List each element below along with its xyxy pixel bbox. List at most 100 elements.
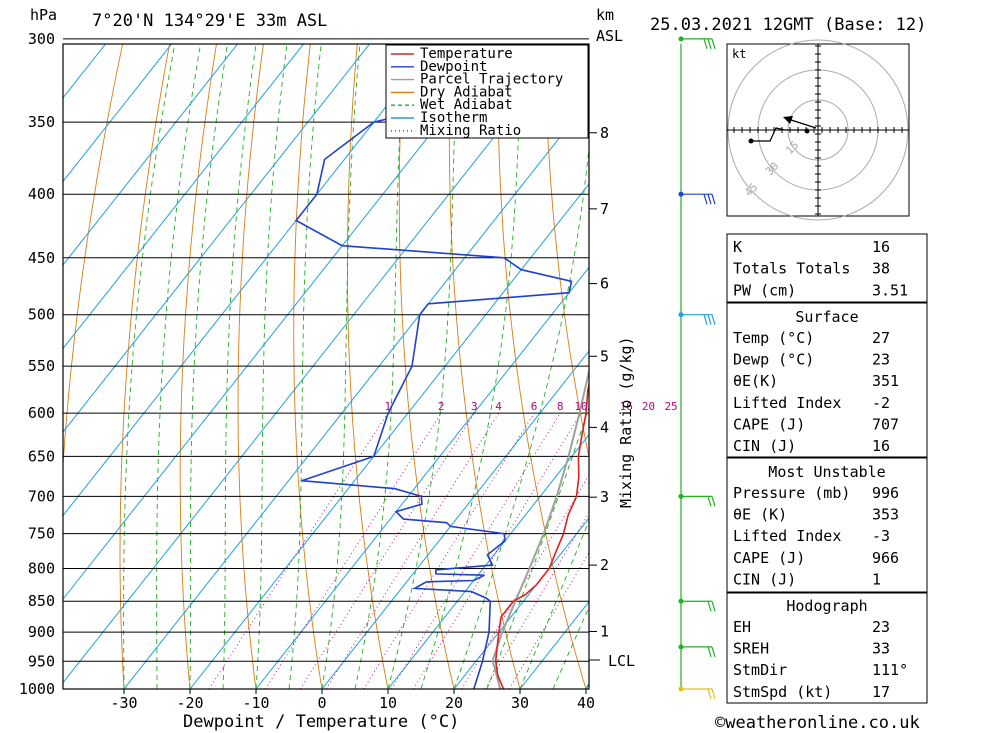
mixing-ratio-line: [325, 412, 499, 689]
hodograph: kt 15 30 45: [726, 39, 910, 221]
temperature-tick-label: -10: [242, 694, 269, 712]
wind-barb-flag: [711, 38, 716, 50]
pressure-tick-label: 850: [28, 592, 55, 610]
sounding-series: [294, 56, 589, 689]
legend-label: Temperature: [420, 46, 513, 62]
wind-barb-flag: [711, 601, 716, 612]
index-section-title: Hodograph: [786, 597, 867, 615]
mixing-ratio-line: [265, 412, 442, 689]
wind-barb-flag: [707, 38, 712, 50]
legend-label: Dry Adiabat: [420, 84, 513, 100]
mixing-ratio-label: 1: [384, 400, 391, 413]
isotherm-line: [63, 44, 437, 517]
hodograph-end-dot: [748, 138, 754, 144]
index-value: 996: [872, 484, 899, 502]
km-tick-label: 5: [600, 347, 609, 365]
unit-km: km: [596, 6, 614, 24]
mixing-ratio-label: 16: [620, 400, 633, 413]
wind-barb-flag: [711, 688, 716, 700]
wind-barb-flag: [711, 194, 716, 205]
wet-adiabat-line: [321, 44, 361, 689]
mixing-ratio-line: [299, 412, 475, 689]
wind-barb-flag: [707, 496, 712, 507]
pressure-tick-label: 400: [28, 185, 55, 203]
pressure-tick-label: 350: [28, 113, 55, 131]
index-label: StmSpd (kt): [733, 683, 832, 701]
temperature-tick-label: -30: [110, 694, 137, 712]
isotherm-line: [255, 266, 589, 689]
index-label: SREH: [733, 640, 769, 658]
wet-adiabat-line: [156, 44, 202, 689]
mixing-ratio-label: 8: [557, 400, 564, 413]
dry-adiabat-line: [63, 44, 124, 472]
index-value: 33: [872, 640, 890, 658]
index-label: CIN (J): [733, 570, 796, 588]
mixing-ratio-lines: [208, 412, 589, 689]
lcl-label: LCL: [608, 652, 635, 670]
pressure-tick-label: 650: [28, 447, 55, 465]
wet-adiabat-line: [354, 44, 406, 689]
pressure-tick-label: 300: [28, 30, 55, 48]
temperature-tick-labels: -30 -20 -10 0 10 20 30 40: [110, 689, 595, 712]
series-line-temperature: [494, 381, 589, 689]
plot-frame: [62, 43, 590, 690]
index-label: CAPE (J): [733, 415, 805, 433]
index-label: Totals Totals: [733, 260, 850, 278]
mixing-ratio-labels: 1 2 3 4 6 8 10 16 20 25: [384, 400, 677, 413]
wet-adiabat-line: [387, 44, 459, 689]
index-label: Lifted Index: [733, 394, 841, 412]
index-value: 27: [872, 329, 890, 347]
wind-barb-flag: [707, 646, 712, 658]
legend-label: Isotherm: [420, 110, 487, 126]
km-tick-label: 3: [600, 488, 609, 506]
index-value: 16: [872, 437, 890, 455]
height-km-axis: 1 2 3 4 5 6 7 8: [589, 124, 609, 641]
storm-motion-arrowhead: [783, 116, 793, 124]
index-value: 1: [872, 570, 881, 588]
dry-adiabat-line: [398, 44, 455, 689]
dry-adiabat-line: [591, 21, 718, 690]
wet-adiabat-line: [288, 44, 322, 689]
wet-adiabat-line: [189, 44, 228, 689]
index-value: 707: [872, 415, 899, 433]
wet-adiabat-line: [420, 44, 523, 689]
legend-label: Mixing Ratio: [420, 123, 521, 139]
wind-barb-flag: [707, 601, 712, 612]
dry-adiabats: [63, 21, 1000, 690]
index-section-title: Surface: [795, 308, 858, 326]
index-label: Lifted Index: [733, 527, 841, 545]
temperature-tick-label: -20: [176, 694, 203, 712]
index-label: StmDir: [733, 661, 787, 679]
wet-adiabat-line: [123, 44, 176, 689]
index-label: θE (K): [733, 506, 787, 524]
pressure-tick-label: 500: [28, 306, 55, 324]
unit-hpa: hPa: [30, 6, 57, 24]
index-value: 23: [872, 351, 890, 369]
mixing-ratio-label: 3: [471, 400, 478, 413]
mixing-ratio-label: 2: [438, 400, 445, 413]
pressure-tick-label: 950: [28, 652, 55, 670]
x-axis-title: Dewpoint / Temperature (°C): [183, 712, 459, 732]
isotherm-line: [63, 44, 371, 433]
isotherm-line: [63, 44, 173, 183]
wet-adiabats: [123, 44, 589, 689]
datetime-title: 25.03.2021 12GMT (Base: 12): [650, 15, 926, 35]
dry-adiabat-line: [916, 21, 1000, 690]
isotherm-line: [321, 350, 589, 689]
temperature-tick-label: 40: [577, 694, 595, 712]
wind-barb-flag: [707, 194, 712, 205]
indices-table: K 16 Totals Totals 38 PW (cm) 3.51 Surface Temp…: [726, 233, 928, 704]
km-tick-label: 4: [600, 418, 609, 436]
index-label: EH: [733, 618, 751, 636]
mixing-ratio-label: 20: [642, 400, 655, 413]
mixing-ratio-line: [508, 551, 589, 689]
dry-adiabat-line: [119, 44, 171, 689]
mixing-ratio-line: [391, 412, 561, 689]
mixing-ratio-label: 6: [531, 400, 538, 413]
wind-barb-flag: [703, 194, 708, 205]
index-label: Temp (°C): [733, 329, 814, 347]
temperature-tick-label: 20: [445, 694, 463, 712]
index-value: 17: [872, 683, 890, 701]
index-value: -2: [872, 394, 890, 412]
